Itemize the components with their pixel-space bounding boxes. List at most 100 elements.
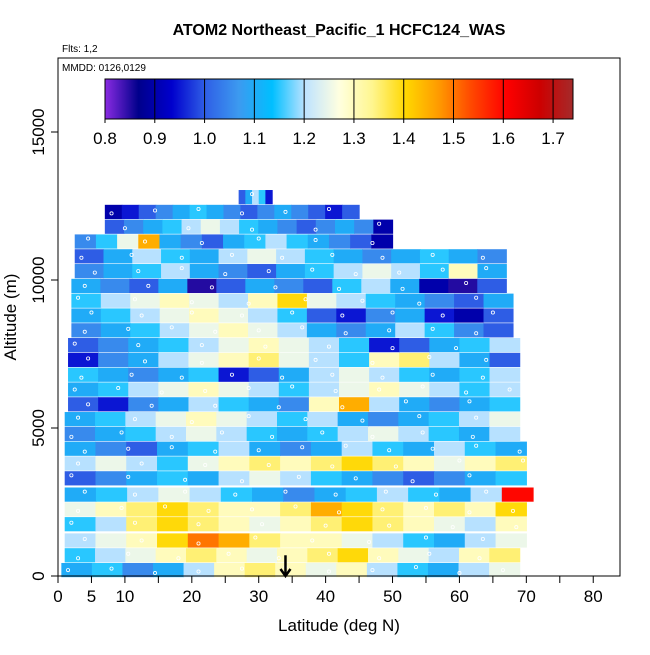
curtain-layer [64, 456, 527, 471]
sample-point [397, 270, 402, 275]
sample-point [139, 313, 144, 318]
heatmap-cell [95, 426, 126, 442]
x-axis-label: Latitude (deg N) [278, 616, 400, 635]
heatmap-cell [339, 338, 370, 353]
heatmap-cell [158, 367, 190, 382]
x-tick-label: 70 [517, 587, 536, 606]
sample-point [420, 430, 425, 435]
heatmap-cell [239, 219, 259, 234]
sample-point [246, 301, 251, 306]
sample-point [246, 386, 251, 391]
heatmap-cell [103, 249, 133, 264]
heatmap-cell [153, 562, 185, 578]
heatmap-cell [104, 204, 123, 220]
heatmap-cell [95, 533, 127, 548]
heatmap-cell [132, 264, 162, 279]
curtain-layer [71, 308, 514, 323]
sample-point [520, 458, 525, 463]
heatmap-cell [157, 471, 189, 486]
heatmap-cell [367, 548, 399, 563]
sample-point [266, 462, 271, 467]
curtain-layer [68, 338, 521, 353]
sample-point [122, 226, 127, 231]
heatmap-cell [126, 456, 158, 471]
sample-point [427, 551, 432, 556]
sample-point [169, 445, 174, 450]
sample-point [223, 272, 228, 277]
sample-point [313, 238, 318, 243]
heatmap-cell [373, 219, 394, 234]
sample-point [66, 568, 71, 573]
heatmap-cell [307, 412, 339, 427]
heatmap-cell [159, 234, 182, 249]
heatmap-cell [98, 338, 129, 353]
heatmap-cell [345, 487, 378, 502]
heatmap-cell [429, 352, 461, 368]
heatmap-cell [61, 562, 93, 578]
heatmap-cell [339, 382, 370, 397]
heatmap-cell [372, 456, 404, 471]
sample-point [417, 301, 422, 306]
sample-point [474, 331, 479, 336]
heatmap-cell [189, 264, 220, 279]
heatmap-cell [362, 249, 392, 264]
sample-point [153, 571, 158, 576]
heatmap-cell [477, 278, 507, 294]
sample-point [484, 266, 489, 271]
heatmap-cell [307, 234, 330, 249]
heatmap-cell [305, 562, 337, 578]
heatmap-cell [161, 264, 191, 279]
sample-point [129, 252, 134, 257]
heatmap-cell [361, 278, 391, 294]
heatmap-cell [68, 338, 99, 353]
heatmap-cell [127, 487, 159, 502]
curtain-layer [68, 367, 521, 382]
heatmap-cell [428, 412, 460, 427]
x-tick-label: 50 [383, 587, 402, 606]
heatmap-cell [218, 323, 249, 338]
sample-point [427, 354, 432, 359]
heatmap-cell [307, 548, 339, 563]
sample-point [430, 446, 435, 451]
sample-point [474, 415, 479, 420]
heatmap-cell [390, 278, 420, 294]
heatmap-cell [64, 456, 97, 471]
sample-point [199, 240, 204, 245]
heatmap-cell [98, 397, 129, 412]
heatmap-cell [248, 367, 280, 382]
x-tick-label: 80 [584, 587, 603, 606]
heatmap-cell [216, 278, 246, 294]
sample-point [256, 356, 261, 361]
sample-point [464, 280, 469, 285]
heatmap-cell [429, 397, 461, 412]
curtain-layer [64, 517, 527, 532]
sample-point [179, 255, 184, 260]
heatmap-cell [129, 278, 159, 294]
heatmap-cell [278, 352, 310, 368]
heatmap-cell [458, 412, 490, 427]
heatmap-cell [223, 204, 242, 220]
sample-point [440, 313, 445, 318]
heatmap-cell [95, 502, 127, 517]
heatmap-cell [186, 426, 217, 442]
heatmap-cell [219, 219, 240, 234]
sample-point [270, 434, 275, 439]
heatmap-cell [100, 308, 131, 323]
heatmap-cell [68, 352, 99, 368]
heatmap-cell [495, 441, 527, 456]
heatmap-cell [187, 278, 217, 294]
sample-point [256, 236, 261, 241]
heatmap-cell [365, 308, 396, 323]
sample-point [390, 310, 395, 315]
sample-point [420, 384, 425, 389]
heatmap-cell [157, 502, 189, 517]
curtain-layer [64, 533, 527, 548]
y-axis: 0 5000 10000 15000 [29, 108, 58, 581]
heatmap-cell [306, 308, 337, 323]
heatmap-cell [280, 456, 312, 471]
heatmap-cell [371, 234, 394, 249]
sample-point [69, 473, 74, 478]
heatmap-cell [434, 471, 466, 486]
sample-point [400, 286, 405, 291]
sample-point [377, 221, 382, 226]
